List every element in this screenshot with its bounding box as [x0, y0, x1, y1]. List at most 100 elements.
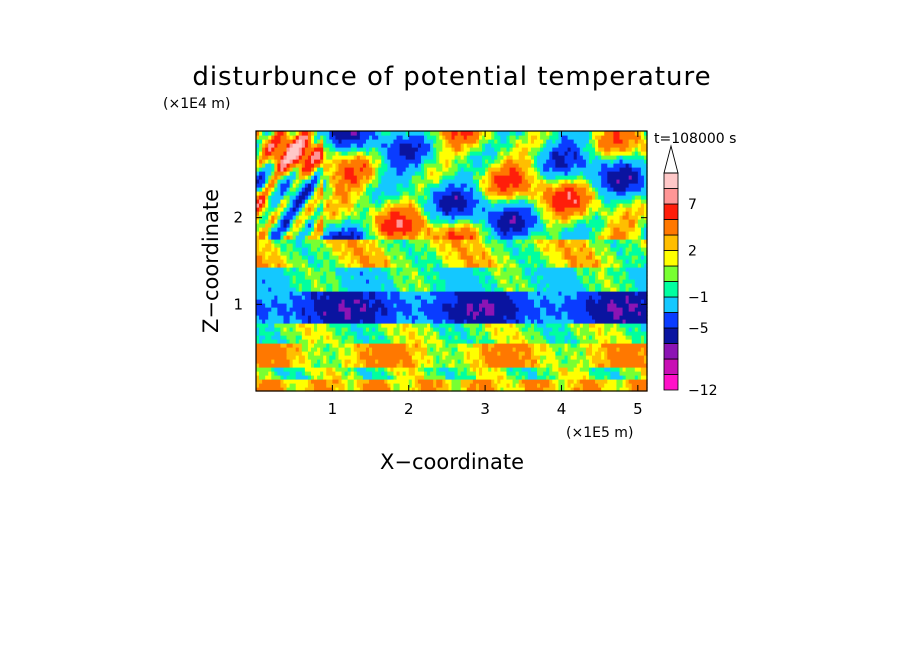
- contour-cell: [439, 327, 446, 332]
- contour-cell: [595, 139, 599, 144]
- contour-cell: [436, 295, 459, 300]
- contour-cell: [570, 327, 578, 332]
- contour-cell: [549, 299, 566, 304]
- contour-cell: [610, 283, 621, 288]
- contour-cell: [353, 203, 358, 208]
- contour-cell: [613, 131, 621, 136]
- contour-cell: [372, 155, 382, 160]
- contour-cell: [402, 171, 416, 176]
- contour-cell: [292, 135, 297, 140]
- contour-cell: [298, 231, 309, 236]
- contour-cell: [634, 195, 642, 200]
- contour-cell: [326, 279, 340, 284]
- contour-cell: [283, 375, 288, 380]
- contour-cell: [482, 343, 489, 348]
- contour-cell: [427, 359, 431, 364]
- contour-cell: [564, 179, 569, 184]
- contour-cell: [268, 147, 272, 152]
- contour-cell: [588, 311, 614, 316]
- contour-cell: [503, 151, 511, 156]
- contour-cell: [546, 199, 553, 204]
- contour-cell: [628, 295, 648, 300]
- contour-cell: [549, 203, 553, 208]
- contour-cell: [359, 179, 370, 184]
- contour-cell: [509, 135, 517, 140]
- colorbar-swatch: [663, 234, 679, 251]
- contour-cell: [543, 211, 553, 216]
- contour-cell: [451, 247, 459, 252]
- contour-cell: [540, 383, 550, 388]
- contour-cell: [396, 323, 401, 328]
- contour-cell: [552, 347, 560, 352]
- contour-cell: [595, 235, 599, 240]
- contour-cell: [424, 251, 428, 256]
- contour-cell: [274, 183, 278, 188]
- contour-cell: [491, 175, 495, 180]
- contour-cell: [570, 331, 575, 336]
- contour-cell: [433, 239, 440, 244]
- contour-cell: [378, 179, 382, 184]
- contour-cell: [344, 351, 352, 356]
- contour-cell: [530, 367, 538, 372]
- contour-cell: [478, 143, 483, 148]
- contour-cell: [570, 251, 590, 256]
- contour-cell: [598, 363, 605, 368]
- contour-cell: [298, 151, 303, 156]
- contour-cell: [588, 367, 593, 372]
- contour-cell: [387, 231, 395, 236]
- contour-cell: [610, 287, 618, 292]
- contour-cell: [280, 239, 288, 244]
- contour-cell: [472, 247, 486, 252]
- contour-cell: [378, 175, 382, 180]
- contour-cell: [310, 167, 315, 172]
- contour-cell: [424, 243, 428, 248]
- contour-cell: [304, 307, 315, 312]
- contour-cell: [424, 235, 434, 240]
- contour-cell: [601, 231, 611, 236]
- contour-cell: [524, 267, 532, 272]
- contour-cell: [537, 219, 541, 224]
- contour-cell: [576, 291, 599, 296]
- contour-cell: [375, 251, 385, 256]
- contour-cell: [433, 223, 443, 228]
- contour-cell: [259, 235, 266, 240]
- contour-cell: [341, 215, 349, 220]
- contour-cell: [286, 187, 291, 192]
- contour-cell: [378, 167, 388, 172]
- contour-cell: [488, 263, 492, 268]
- contour-cell: [640, 231, 645, 236]
- contour-cell: [301, 351, 309, 356]
- contour-cell: [347, 191, 352, 196]
- contour-cell: [628, 327, 633, 332]
- contour-cell: [283, 259, 288, 264]
- contour-cell: [546, 227, 563, 232]
- contour-cell: [323, 355, 327, 360]
- contour-cell: [509, 279, 514, 284]
- contour-cell: [546, 207, 553, 212]
- contour-cell: [640, 327, 648, 332]
- contour-cell: [564, 387, 572, 392]
- contour-cell: [625, 367, 636, 372]
- contour-cell: [619, 279, 624, 284]
- contour-cell: [588, 343, 593, 348]
- contour-cell: [582, 351, 587, 356]
- contour-cell: [482, 235, 486, 240]
- contour-cell: [530, 355, 541, 360]
- contour-cell: [573, 223, 578, 228]
- contour-cell: [332, 175, 337, 180]
- contour-cell: [503, 159, 508, 164]
- contour-cell: [494, 155, 498, 160]
- contour-cell: [304, 311, 318, 316]
- contour-cell: [274, 171, 285, 176]
- contour-cell: [488, 199, 492, 204]
- contour-cell: [256, 267, 285, 272]
- contour-cell: [369, 335, 373, 340]
- contour-cell: [524, 283, 529, 288]
- contour-cell: [424, 215, 428, 220]
- contour-cell: [292, 235, 297, 240]
- contour-cell: [265, 235, 269, 240]
- contour-cell: [595, 239, 605, 244]
- contour-cell: [598, 347, 608, 352]
- contour-cell: [457, 219, 471, 224]
- contour-cell: [359, 191, 364, 196]
